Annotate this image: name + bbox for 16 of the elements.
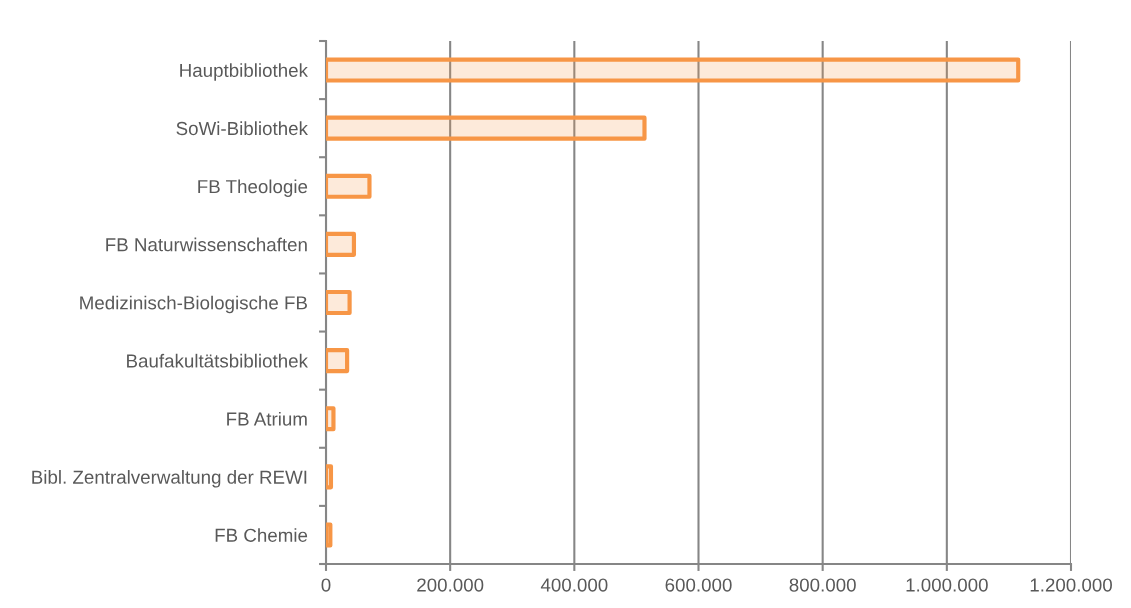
y-tick-label: FB Atrium: [227, 411, 307, 426]
y-tick-label: Hauptbibliothek: [180, 63, 308, 81]
y-tick-label: FB Theologie: [198, 179, 308, 197]
y-tick-label: Baufakultätsbibliothek: [127, 353, 308, 368]
y-tick-label: Medizinisch-Biologische FB: [80, 295, 307, 314]
y-tick-label: FB Chemie: [215, 528, 308, 542]
x-tick-label: 400.000: [540, 578, 608, 592]
x-tick-label: 1.200.000: [1030, 578, 1112, 592]
x-tick-label: 0: [321, 578, 331, 592]
y-tick-label: SoWi-Bibliothek: [176, 121, 308, 136]
x-tick-label: 200.000: [417, 578, 484, 592]
y-tick-label: Bibl. Zentralverwaltung der REWI: [32, 470, 307, 488]
x-tick-label: 1.000.000: [906, 578, 988, 592]
x-tick-label: 600.000: [665, 578, 732, 592]
y-tick-label: FB Naturwissenschaften: [106, 237, 307, 252]
x-tick-label: 800.000: [789, 578, 856, 592]
